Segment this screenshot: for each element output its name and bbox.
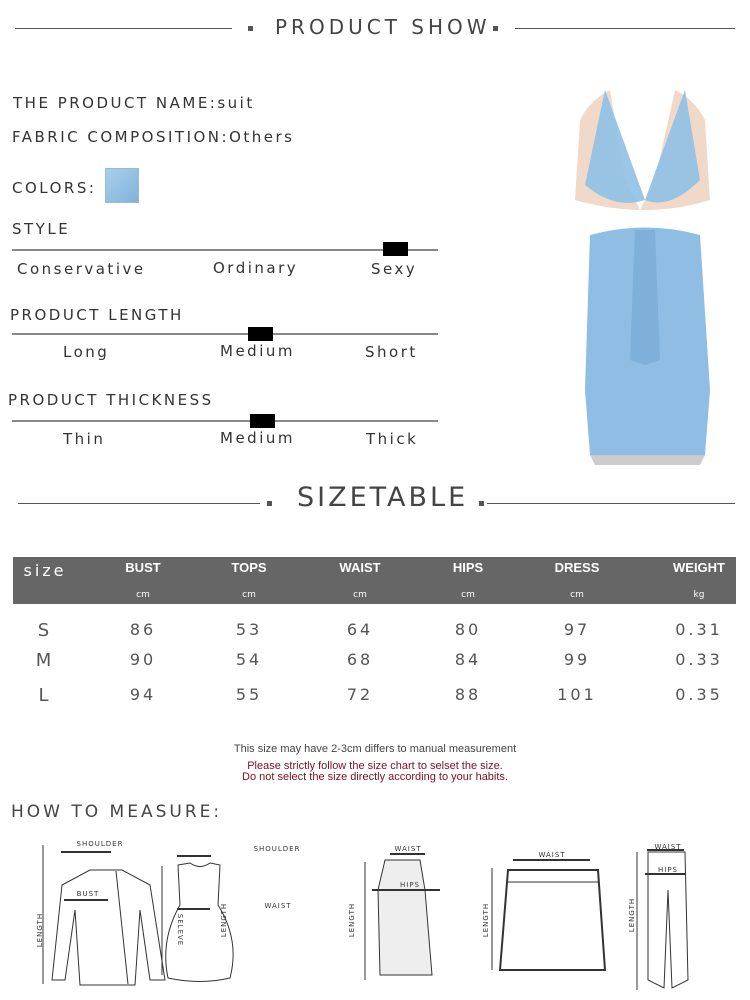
column-unit: cm [570,590,584,600]
divider-dot [479,501,484,506]
scale-option: Conservative [17,260,146,278]
divider [515,28,735,29]
size-label: L [38,685,52,706]
size-label: M [35,650,55,671]
table-cell: 72 [346,685,374,704]
scale-title-length: PRODUCT LENGTH [10,306,184,324]
scale-option: Long [63,343,110,361]
fabric-value: Others [229,128,295,146]
scale-marker [248,327,273,341]
table-cell: 68 [346,650,374,669]
shoulder-label: SHOULDER [77,840,124,848]
table-cell: 94 [129,685,157,704]
section-title-how-to-measure: HOW TO MEASURE: [11,802,223,822]
length-label: LENGTH [36,913,44,947]
table-cell: 86 [129,620,157,639]
length-label: LENGTH [348,903,356,937]
product-name: THE PRODUCT NAME:suit [13,94,255,112]
size-table-header: size BUST TOPS WAIST HIPS DRESS WEIGHT c… [13,557,736,604]
jacket-diagram: SHOULDER BUST LENGTH SELEVE [36,840,184,986]
table-cell: 84 [454,650,482,669]
size-label: S [37,620,53,641]
colors-label: COLORS: [12,179,97,197]
divider-dot [493,26,498,31]
column-unit: cm [461,590,475,600]
scale-track [12,333,438,335]
divider-dot [267,501,272,506]
section-title-sizetable: SIZETABLE [297,482,469,513]
fabric-composition: FABRIC COMPOSITION:Others [12,128,294,146]
column-header: WEIGHT [673,560,725,575]
note-measurement: This size may have 2-3cm differs to manu… [233,743,517,755]
column-header: HIPS [452,560,484,575]
waist-label: WAIST [538,851,565,859]
dress-diagram: SHOULDER WAIST LENGTH [161,845,301,982]
column-header: size [23,561,67,580]
scale-track [12,420,438,422]
waist-label: WAIST [654,843,681,851]
table-cell: 55 [235,685,263,704]
scale-title-thickness: PRODUCT THICKNESS [8,391,214,409]
scale-track [12,249,438,251]
product-image [575,90,710,465]
length-label: LENGTH [628,898,636,932]
table-cell: 88 [454,685,482,704]
divider [487,503,735,504]
table-cell: 0.31 [675,620,723,639]
column-unit: cm [242,590,256,600]
column-unit: kg [693,590,705,600]
scale-option: Ordinary [213,259,299,277]
section-title-product-show: PRODUCT SHOW [275,15,491,39]
divider-dot [248,26,253,31]
table-cell: 0.33 [675,650,723,669]
sleeve-label: SELEVE [176,914,184,946]
shorts-skirt-diagram: WAIST LENGTH [482,851,607,971]
waist-label: WAIST [394,845,421,853]
table-cell: 54 [235,650,263,669]
scale-marker [250,414,275,428]
scale-option: Sexy [371,260,418,278]
scale-title-style: STYLE [12,220,71,238]
scale-marker [383,242,408,256]
table-cell: 0.35 [675,685,723,704]
column-header: WAIST [339,560,381,575]
note-warning: Please strictly follow the size chart to… [247,760,503,772]
length-label: LENGTH [220,903,228,937]
note-warning: Do not select the size directly accordin… [242,771,508,783]
product-name-value: suit [217,94,255,112]
pants-diagram: WAIST HIPS LENGTH [628,843,689,990]
column-unit: cm [353,590,367,600]
column-header: DRESS [554,560,600,575]
fabric-label: FABRIC COMPOSITION: [12,128,230,146]
hips-label: HIPS [658,866,678,874]
color-swatch-blue[interactable] [105,168,139,203]
shoulder-label: SHOULDER [254,845,301,853]
column-header: TOPS [231,560,267,575]
table-cell: 90 [129,650,157,669]
table-cell: 99 [563,650,591,669]
divider [15,28,232,29]
measurement-diagrams: SHOULDER BUST LENGTH SELEVE SHOULDER WAI… [36,840,689,990]
table-cell: 53 [235,620,263,639]
table-cell: 64 [346,620,374,639]
scale-option: Thin [63,430,106,448]
scale-option: Medium [220,429,295,447]
skirt-diagram: WAIST HIPS LENGTH [348,845,440,980]
length-label: LENGTH [482,903,490,937]
column-header: BUST [125,560,161,575]
scale-option: Thick [366,430,419,448]
table-cell: 97 [563,620,591,639]
bust-label: BUST [77,890,100,898]
waist-label: WAIST [264,902,291,910]
scale-option: Short [365,343,418,361]
table-cell: 80 [454,620,482,639]
hips-label: HIPS [400,881,420,889]
divider [18,503,260,504]
table-cell: 101 [557,685,597,704]
scale-option: Medium [220,342,295,360]
column-unit: cm [136,590,150,600]
product-name-label: THE PRODUCT NAME: [13,94,218,112]
